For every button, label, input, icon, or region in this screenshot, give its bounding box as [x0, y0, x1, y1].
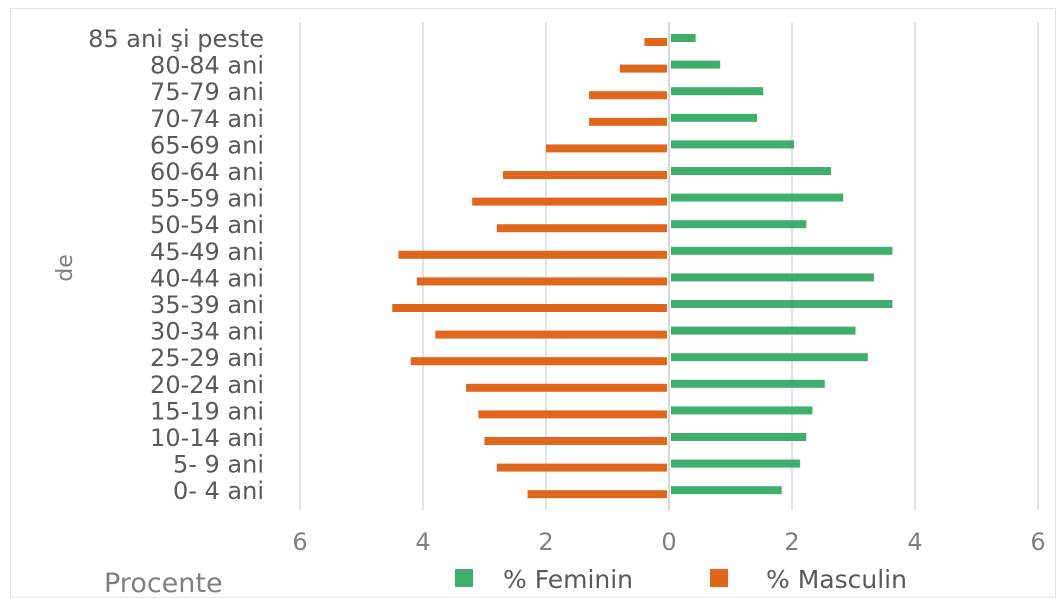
- legend: % Feminin % Masculin: [455, 565, 907, 594]
- category-label: 40-44 ani: [150, 264, 264, 292]
- bar-masculin: [546, 144, 667, 153]
- bar-feminin: [671, 34, 696, 42]
- bar-feminin: [671, 486, 782, 495]
- bar-feminin: [671, 379, 825, 388]
- category-label: 55-59 ani: [150, 185, 264, 213]
- category-label: 25-29 ani: [150, 344, 264, 372]
- bar-masculin: [416, 277, 667, 286]
- bar-masculin: [472, 197, 667, 206]
- x-tick-label: 0: [661, 528, 676, 556]
- legend-label-feminin: % Feminin: [503, 565, 633, 594]
- bar-masculin: [392, 304, 667, 312]
- x-axis-label: Procente: [104, 568, 223, 598]
- category-label: 80-84 ani: [150, 52, 264, 80]
- bar-feminin: [671, 193, 844, 202]
- x-tick-label: 4: [415, 528, 430, 556]
- bar-feminin: [671, 113, 758, 122]
- y-axis-label: de: [53, 254, 78, 282]
- bar-masculin: [502, 171, 667, 179]
- x-tick-labels: 6 4 2 0 2 4 6: [292, 528, 1045, 556]
- category-label: 70-74 ani: [150, 105, 264, 133]
- category-label: 30-34 ani: [150, 318, 264, 346]
- bar-feminin: [671, 87, 764, 96]
- bar-feminin: [671, 406, 813, 415]
- category-label: 85 ani şi peste: [88, 25, 264, 53]
- bar-masculin: [589, 91, 667, 100]
- bar-masculin: [478, 410, 667, 419]
- category-label: 5- 9 ani: [173, 451, 264, 479]
- category-label: 65-69 ani: [150, 131, 264, 159]
- bar-feminin: [671, 140, 794, 149]
- bar-masculin: [527, 490, 667, 499]
- bar-feminin: [671, 167, 831, 175]
- gridlines: [299, 22, 1039, 510]
- category-label: 75-79 ani: [150, 78, 264, 106]
- bar-masculin: [619, 64, 667, 73]
- category-label: 15-19 ani: [150, 397, 264, 425]
- category-label: 0- 4 ani: [173, 477, 264, 505]
- bar-masculin: [435, 330, 667, 339]
- x-tick-label: 2: [538, 528, 553, 556]
- bar-masculin: [484, 437, 667, 445]
- legend-swatch-masculin: [710, 569, 728, 587]
- legend-swatch-feminin: [455, 569, 473, 587]
- bar-masculin: [644, 38, 667, 46]
- bars: [392, 34, 893, 499]
- x-tick-label: 2: [784, 528, 799, 556]
- bar-masculin: [410, 357, 667, 366]
- bar-feminin: [671, 326, 856, 335]
- bar-feminin: [671, 273, 874, 282]
- category-label: 10-14 ani: [150, 424, 264, 452]
- category-label: 45-49 ani: [150, 238, 264, 266]
- bar-masculin: [589, 117, 667, 126]
- category-label: 60-64 ani: [150, 158, 264, 186]
- bar-masculin: [496, 224, 667, 233]
- bar-feminin: [671, 220, 807, 229]
- category-label: 35-39 ani: [150, 291, 264, 319]
- bar-feminin: [671, 353, 868, 362]
- x-tick-label: 6: [292, 528, 307, 556]
- bar-masculin: [496, 463, 667, 472]
- bar-feminin: [671, 433, 807, 441]
- bar-feminin: [671, 300, 893, 308]
- bar-masculin: [466, 383, 667, 392]
- bar-masculin: [398, 250, 667, 259]
- x-tick-label: 6: [1030, 528, 1045, 556]
- category-label: 50-54 ani: [150, 211, 264, 239]
- x-tick-label: 4: [907, 528, 922, 556]
- category-label: 20-24 ani: [150, 371, 264, 399]
- bar-feminin: [671, 459, 801, 468]
- bar-feminin: [671, 246, 893, 255]
- bar-feminin: [671, 60, 721, 69]
- legend-label-masculin: % Masculin: [766, 565, 907, 594]
